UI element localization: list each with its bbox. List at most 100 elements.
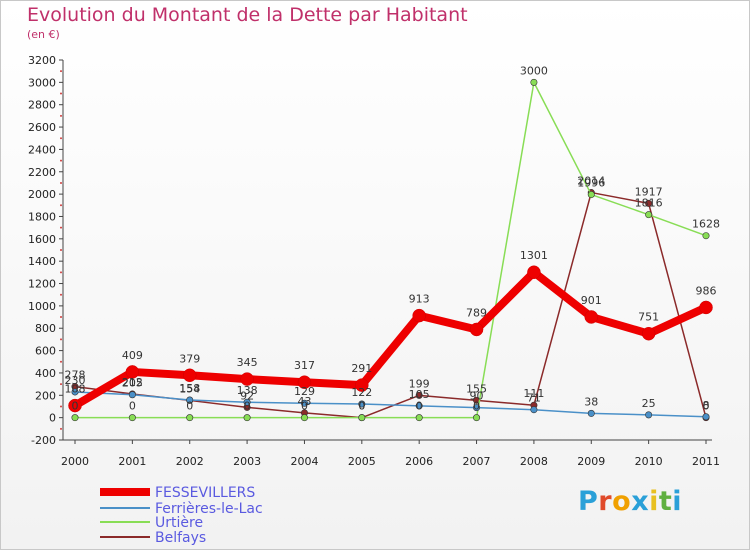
- data-label: 0: [703, 400, 710, 413]
- data-label: 105: [409, 388, 430, 401]
- y-tick-label: 400: [35, 367, 56, 380]
- data-point: [412, 308, 426, 323]
- series-line-1: [74, 391, 707, 418]
- data-point: [300, 399, 308, 407]
- data-point: [358, 400, 366, 408]
- data-label: 2014: [577, 175, 605, 188]
- data-point: [297, 375, 312, 389]
- data-point: [587, 409, 595, 417]
- y-tick-label: 2200: [28, 166, 56, 179]
- data-label: 1628: [692, 218, 720, 231]
- series-line-2: [74, 81, 707, 419]
- y-tick-label: 1600: [28, 233, 56, 246]
- y-minor-tick: [60, 271, 62, 274]
- y-tick-label: 1400: [28, 255, 56, 268]
- y-tick-label: 2600: [28, 121, 56, 134]
- logo-letter: t: [658, 486, 673, 517]
- data-label: 205: [122, 377, 143, 390]
- y-minor-tick: [60, 92, 62, 95]
- data-label: 0: [186, 400, 193, 413]
- data-label: 230: [65, 374, 86, 387]
- y-minor-tick: [60, 360, 62, 363]
- data-labels: 108 409 379 345 317 291 913 789 1301 901 751 986 230…: [65, 64, 721, 412]
- data-label: 986: [696, 284, 717, 297]
- data-label: 212: [122, 376, 143, 389]
- data-label: 138: [237, 384, 258, 397]
- data-point: [182, 368, 197, 383]
- legend: FESSEVILLERSFerrières-le-LacUrtièreBelfa…: [100, 485, 263, 546]
- data-label: 108: [65, 383, 86, 396]
- data-label: 92: [240, 389, 254, 402]
- data-point: [128, 391, 136, 399]
- series-1: [71, 388, 710, 421]
- chart-subtitle: (en €): [27, 28, 60, 41]
- series-3: [71, 189, 710, 422]
- data-label: 0: [129, 400, 136, 413]
- data-label: 0: [72, 400, 79, 413]
- data-point: [186, 414, 194, 422]
- x-tick-label: 2008: [520, 455, 548, 468]
- data-label: 789: [466, 306, 487, 319]
- y-tick-label: 800: [35, 322, 56, 335]
- data-point: [415, 414, 423, 422]
- data-label: 901: [581, 294, 602, 307]
- data-point: [645, 199, 653, 207]
- data-label: 122: [351, 386, 372, 399]
- y-minor-tick: [60, 137, 62, 140]
- data-point: [530, 406, 538, 414]
- data-point: [469, 322, 484, 337]
- axes: -200020040060080010001200140016001800200…: [28, 54, 720, 468]
- x-tick-label: 2006: [405, 455, 433, 468]
- data-label: 291: [351, 362, 372, 375]
- data-label: 317: [294, 359, 315, 372]
- logo-letter: o: [612, 486, 632, 517]
- data-point: [530, 78, 538, 86]
- data-label: 0: [416, 400, 423, 413]
- data-point: [243, 398, 251, 406]
- data-label: 129: [294, 385, 315, 398]
- data-point: [645, 211, 653, 219]
- data-label: 913: [409, 293, 430, 306]
- x-tick-label: 2004: [290, 455, 318, 468]
- x-tick-label: 2009: [577, 455, 605, 468]
- series-line-0: [71, 268, 710, 410]
- data-point: [584, 310, 599, 324]
- logo-letter: r: [598, 486, 613, 517]
- y-minor-tick: [60, 427, 62, 430]
- logo-letter: x: [631, 486, 650, 517]
- chart-title: Evolution du Montant de la Dette par Hab…: [27, 4, 468, 26]
- y-tick-label: 1800: [28, 210, 56, 223]
- y-tick-label: 1000: [28, 300, 56, 313]
- logo-letter: i: [672, 486, 683, 517]
- data-label: 154: [179, 382, 200, 395]
- legend-label: Belfays: [155, 530, 206, 546]
- data-point: [71, 388, 79, 396]
- x-tick-label: 2002: [176, 455, 204, 468]
- series-2: [71, 78, 710, 422]
- data-label: 751: [638, 311, 659, 324]
- x-tick-label: 2011: [692, 455, 720, 468]
- y-minor-tick: [60, 338, 62, 341]
- y-minor-tick: [60, 159, 62, 162]
- data-label: 25: [642, 397, 656, 410]
- data-label: 71: [527, 392, 541, 405]
- data-label: 199: [409, 377, 430, 390]
- data-point: [473, 404, 481, 412]
- data-point: [641, 326, 656, 341]
- x-tick-label: 2003: [233, 455, 261, 468]
- y-minor-tick: [60, 70, 62, 73]
- data-label: 0: [358, 400, 365, 413]
- y-minor-tick: [60, 405, 62, 408]
- data-label: 8: [703, 399, 710, 412]
- y-tick-label: -200: [31, 434, 56, 447]
- legend-label: Urtière: [155, 515, 203, 531]
- y-tick-label: 3200: [28, 54, 56, 67]
- data-point: [587, 191, 595, 199]
- data-label: 1996: [577, 177, 605, 190]
- y-minor-tick: [60, 316, 62, 319]
- y-minor-tick: [60, 114, 62, 117]
- data-label: 43: [297, 395, 311, 408]
- data-label: 155: [466, 382, 487, 395]
